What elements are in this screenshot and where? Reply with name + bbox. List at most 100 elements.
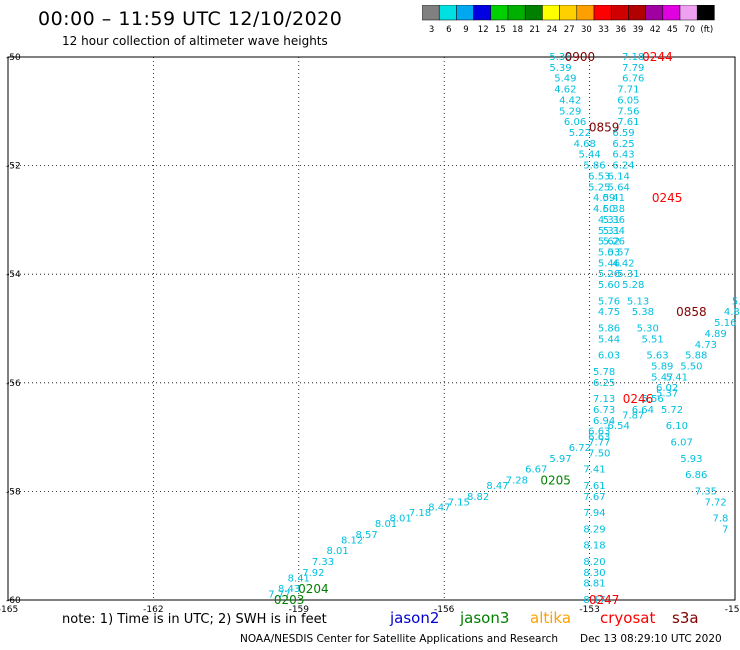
swh-value-label: 6.06 <box>564 117 586 128</box>
swh-value-label: 5.78 <box>593 367 615 378</box>
swh-value-label: 4.73 <box>695 340 717 351</box>
swh-value-label: 8.30 <box>583 568 605 579</box>
swh-value-label: 8.81 <box>583 579 605 590</box>
swh-value-label: 5.62 <box>598 237 620 248</box>
swh-value-label: 6.67 <box>525 465 547 476</box>
swh-value-label: 7.94 <box>583 508 605 519</box>
swh-value-label: 7.33 <box>312 557 334 568</box>
chart-subtitle: 12 hour collection of altimeter wave hei… <box>62 34 328 48</box>
swh-value-label: 8.01 <box>389 514 411 525</box>
y-tick-label: -52 <box>6 162 21 172</box>
swh-value-label: 5.46 <box>598 258 620 269</box>
swh-value-label: 7.56 <box>617 106 639 117</box>
swh-value-label: 5.44 <box>598 334 620 345</box>
swh-value-label: 4.42 <box>559 95 581 106</box>
swh-value-label: 7.61 <box>583 481 605 492</box>
swh-value-label: 6.25 <box>593 378 615 389</box>
swh-value-label: 4.68 <box>574 139 596 150</box>
y-tick-label: -56 <box>6 379 21 389</box>
swh-value-label: 8.41 <box>288 573 310 584</box>
swh-value-label: 4.31 <box>598 215 620 226</box>
pass-time-label: 0244 <box>642 50 673 64</box>
swh-value-label: 6.76 <box>622 74 644 85</box>
swh-value-label: 5.30 <box>637 324 659 335</box>
pass-time-label: 0245 <box>652 191 683 205</box>
legend-jason2: jason2 <box>390 609 439 627</box>
swh-value-label: 8.20 <box>583 557 605 568</box>
swh-value-label: 6.59 <box>612 128 634 139</box>
colorbar-tick-label: 70 <box>684 25 695 35</box>
colorbar-tick-label: 27 <box>564 25 575 35</box>
colorbar-tick-label: (ft) <box>700 25 713 35</box>
pass-time-label: 0247 <box>589 593 620 607</box>
pass-time-label: 0204 <box>298 582 329 596</box>
swh-value-label: 6.94 <box>593 416 615 427</box>
swh-value-label: 8.47 <box>486 481 508 492</box>
swh-value-label: 8.57 <box>356 530 378 541</box>
x-tick-label: -156 <box>434 605 455 615</box>
swh-value-label: 5.49 <box>554 74 576 85</box>
swh-value-label: 5.64 <box>608 182 630 193</box>
swh-value-label: 7.79 <box>622 63 644 74</box>
swh-value-label: 8.29 <box>583 524 605 535</box>
swh-value-label: 5.39 <box>549 63 571 74</box>
swh-value-label: 7.35 <box>695 486 717 497</box>
map-frame <box>7 56 736 601</box>
swh-value-label: 4.88 <box>724 307 740 318</box>
swh-value-label: 5.57 <box>608 247 630 258</box>
colorbar-tick-label: 15 <box>495 25 506 35</box>
swh-value-label: 8.43 <box>278 584 300 595</box>
footer-note: note: 1) Time is in UTC; 2) SWH is in fe… <box>62 612 327 627</box>
pass-time-label: 0203 <box>274 593 305 607</box>
swh-value-label: 5.89 <box>651 362 673 373</box>
pass-time-label: 0205 <box>540 474 571 488</box>
colorbar-tick-label: 39 <box>633 25 644 35</box>
swh-value-label: 5.25 <box>588 182 610 193</box>
pass-time-label: 0859 <box>589 121 620 135</box>
swh-value-label: 5.31 <box>617 269 639 280</box>
legend-s3a: s3a <box>672 609 699 627</box>
swh-value-label: 7.92 <box>302 568 324 579</box>
swh-value-label: 6.14 <box>608 171 630 182</box>
legend-label-altika: altika <box>530 609 572 627</box>
swh-value-label: 5.13 <box>627 296 649 307</box>
swh-value-label: 5.44 <box>578 150 600 161</box>
swh-value-label: 5.29 <box>559 106 581 117</box>
swh-value-label: 5.5 <box>732 296 740 307</box>
credit-text: NOAA/NESDIS Center for Satellite Applica… <box>240 633 558 645</box>
swh-value-label: 5.56 <box>641 394 663 405</box>
colorbar-tick-label: 6 <box>446 25 451 35</box>
swh-value-label: 7.71 <box>617 85 639 96</box>
swh-value-label: 7.18 <box>622 52 644 63</box>
colorbar-tick-label: 12 <box>478 25 489 35</box>
colorbar-tick-label: 30 <box>581 25 592 35</box>
swh-value-label: 5.97 <box>549 454 571 465</box>
swh-value-label: 6.02 <box>656 383 678 394</box>
swh-value-label: 5.63 <box>646 351 668 362</box>
swh-value-label: 7.8 <box>713 514 729 525</box>
swh-value-label: 7.87 <box>622 410 644 421</box>
swh-value-label: 6.63 <box>588 432 610 443</box>
chart-title: 00:00 – 11:59 UTC 12/10/2020 <box>38 8 343 30</box>
swh-value-label: 5.34 <box>603 226 625 237</box>
swh-value-label: 5.50 <box>680 362 702 373</box>
swh-value-label: 5.47 <box>651 372 673 383</box>
swh-value-label: 6.54 <box>608 421 630 432</box>
swh-value-label: 4.60 <box>593 204 615 215</box>
swh-value-label: 7.15 <box>448 497 470 508</box>
swh-value-label: 7 <box>722 524 728 535</box>
colorbar-tick-label: 33 <box>598 25 609 35</box>
swh-value-label: 5.86 <box>583 161 605 172</box>
swh-value-label: 7.41 <box>583 465 605 476</box>
timestamp-text: Dec 13 08:29:10 UTC 2020 <box>580 633 722 645</box>
swh-value-label: 5.51 <box>641 334 663 345</box>
colorbar-tick-label: 9 <box>463 25 468 35</box>
swh-value-label: 5.41 <box>666 372 688 383</box>
swh-value-label: 5.72 <box>661 405 683 416</box>
swh-value-label: 8.01 <box>375 519 397 530</box>
colorbar-tick-label: 45 <box>667 25 678 35</box>
legend-cryosat: cryosat <box>600 609 655 627</box>
colorbar-tick-label: 3 <box>429 25 434 35</box>
swh-value-label: 6.72 <box>569 443 591 454</box>
